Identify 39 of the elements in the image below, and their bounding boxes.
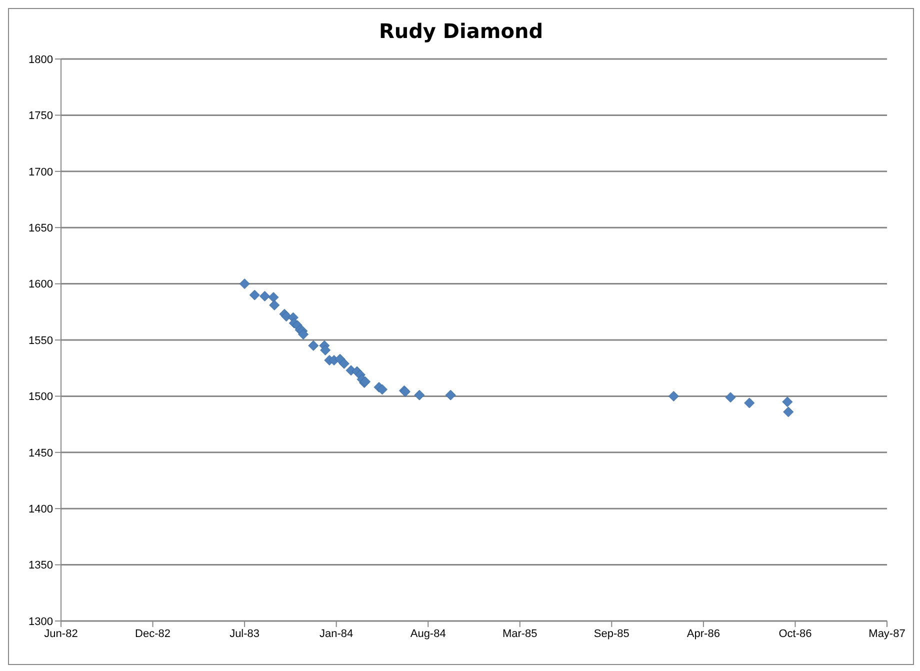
- point: [338, 358, 350, 369]
- point: [376, 384, 388, 395]
- point: [744, 398, 755, 408]
- point: [445, 390, 456, 400]
- x-tick-label: Jan-84: [320, 628, 354, 640]
- y-tick-label: 1300: [28, 616, 53, 628]
- point: [782, 396, 793, 408]
- x-tick-label: Oct-86: [778, 628, 812, 640]
- point: [308, 340, 319, 351]
- point: [668, 390, 679, 402]
- point: [249, 290, 260, 300]
- point: [259, 290, 270, 302]
- point: [239, 278, 250, 290]
- y-tick-label: 1500: [28, 391, 53, 404]
- y-tick-label: 1450: [28, 447, 53, 460]
- point: [320, 344, 331, 356]
- y-tick-label: 1600: [28, 278, 53, 291]
- point: [268, 292, 279, 303]
- point: [298, 329, 309, 340]
- y-tick-label: 1750: [28, 110, 53, 122]
- y-tick-label: 1550: [28, 334, 53, 347]
- point: [414, 390, 425, 400]
- x-tick-label: May-87: [868, 628, 906, 640]
- x-tick-label: Mar-85: [502, 628, 538, 640]
- x-tick-label: Sep-85: [594, 628, 630, 640]
- y-tick-label: 1350: [28, 560, 53, 572]
- y-tick-label: 1800: [28, 54, 53, 66]
- y-tick-label: 1400: [28, 504, 53, 516]
- x-tick-label: Jul-83: [230, 628, 260, 640]
- y-tick-label: 1650: [28, 222, 53, 235]
- point: [783, 406, 794, 418]
- x-tick-label: Dec-82: [135, 628, 171, 640]
- point: [269, 300, 280, 310]
- point: [725, 392, 736, 403]
- x-tick-label: Jun-82: [44, 628, 78, 640]
- x-tick-label: Aug-84: [410, 628, 446, 640]
- x-tick-label: Apr-86: [686, 628, 720, 640]
- y-tick-label: 1700: [28, 166, 53, 178]
- chart-title: Rudy Diamond: [378, 18, 544, 45]
